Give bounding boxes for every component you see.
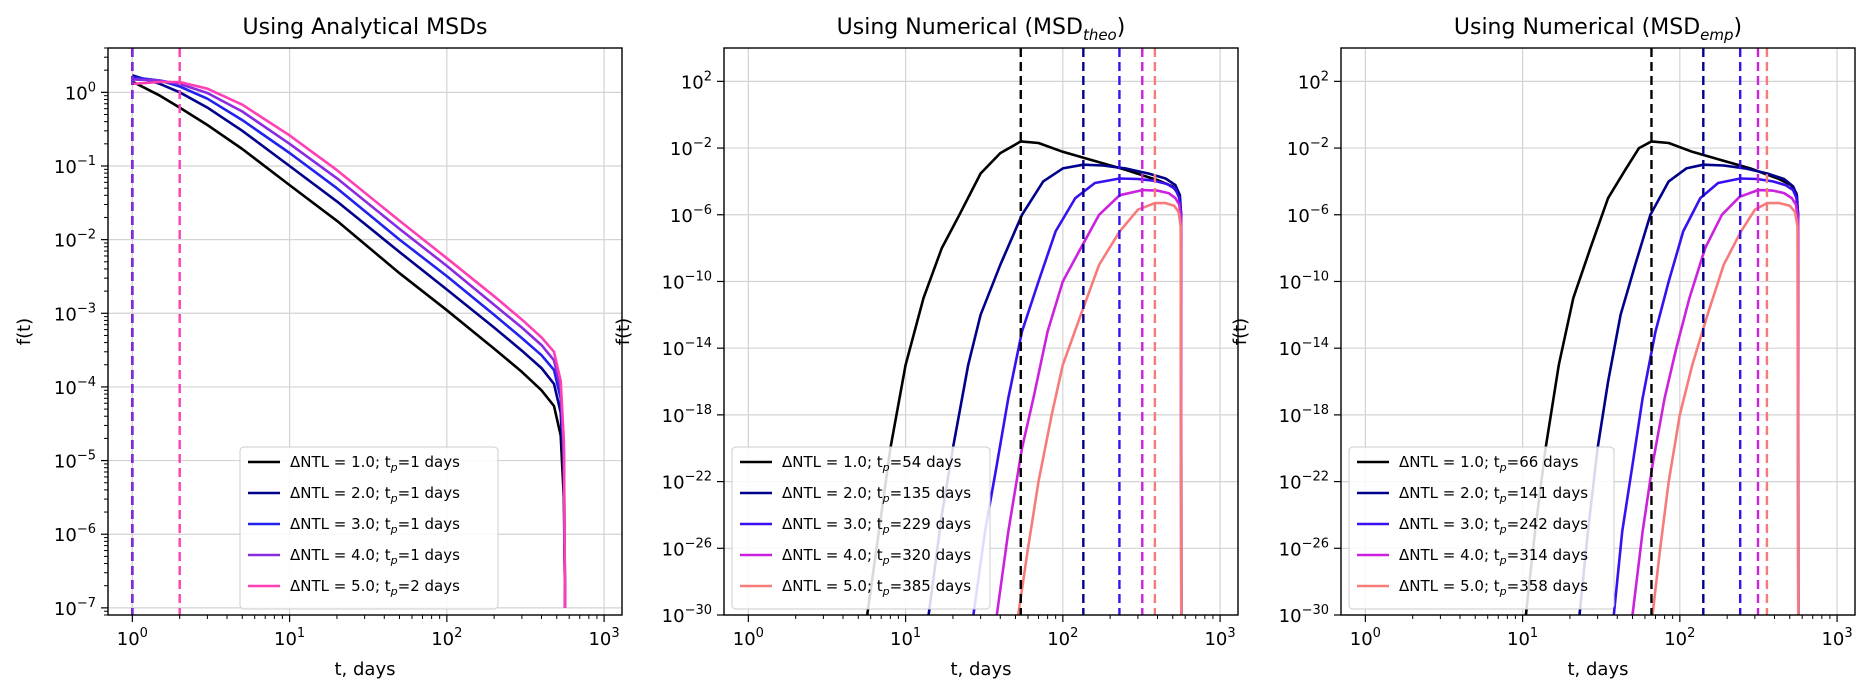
chart2-legend-entry-1: ΔNTL = 1.0; tp=66 days: [1399, 453, 1579, 474]
chart0-y-axis-label: f(t): [14, 318, 35, 345]
chart1-y-tick-label: 10−22: [662, 470, 712, 494]
chart-panel-numerical-emp: 100 101 102 103 10−30 10−26 10−22 10−18 10−14 10−…: [1230, 15, 1856, 680]
chart2-y-tick-label: 102: [1298, 69, 1329, 93]
chart0-x-axis-label: t, days: [335, 659, 396, 680]
chart1-y-tick-label: 10−2: [670, 136, 712, 160]
chart1-axes-frame: [723, 47, 1239, 616]
chart0-y-tick-label: 10−6: [54, 522, 96, 546]
chart2-y-tick-label: 10−22: [1279, 470, 1329, 494]
chart1-y-tick-label: 10−10: [662, 269, 712, 293]
chart1-legend-entry-2: ΔNTL = 2.0; tp=135 days: [782, 484, 971, 505]
chart1-x-axis-label: t, days: [951, 659, 1012, 680]
chart0-y-tick-label: 10−1: [54, 154, 96, 178]
chart2-series-line-3: [1612, 177, 1800, 615]
chart1-legend-entry-1: ΔNTL = 1.0; tp=54 days: [782, 453, 962, 474]
chart2-y-tick-label: 10−2: [1287, 136, 1329, 160]
chart1-y-tick-label: 10−30: [662, 603, 712, 627]
chart1-x-tick-label: 100: [733, 626, 764, 650]
chart0-x-tick-label: 100: [117, 626, 148, 650]
chart0-x-tick-label: 102: [431, 626, 462, 650]
chart2-x-tick-label: 103: [1821, 626, 1852, 650]
chart2-y-tick-label: 10−18: [1279, 403, 1329, 427]
chart2-y-tick-label: 10−26: [1279, 536, 1329, 560]
chart2-y-tick-label: 10−6: [1287, 203, 1329, 227]
chart1-y-tick-label: 10−18: [662, 403, 712, 427]
chart0-series-group: [131, 48, 567, 615]
chart2-y-tick-label: 10−10: [1279, 269, 1329, 293]
chart0-series-line-4: [132, 78, 567, 608]
chart1-legend-entry-4: ΔNTL = 4.0; tp=320 days: [782, 546, 971, 567]
chart-panel-analytical: 100 101 102 103 10−7 10−6 10−5 10−4 10−3 10−2 10−1…: [14, 15, 623, 680]
chart2-series-group: [1524, 48, 1800, 615]
chart0-y-tick-label: 10−5: [54, 449, 96, 473]
chart0-series-line-3: [132, 76, 567, 608]
chart-panel-numerical-theo: 100 101 102 103 10−30 10−26 10−22 10−18 10−14 10−…: [613, 15, 1239, 680]
chart1-legend-entry-3: ΔNTL = 3.0; tp=229 days: [782, 515, 971, 536]
chart0-axes-frame: [107, 47, 623, 616]
chart2-x-axis-label: t, days: [1568, 659, 1629, 680]
chart2-title: Using Numerical (MSDemp): [1454, 15, 1742, 44]
chart0-legend-entry-5: ΔNTL = 5.0; tp=2 days: [290, 577, 460, 598]
chart0-legend-box: [239, 446, 499, 610]
chart0-series-line-5: [132, 80, 567, 608]
chart2-x-tick-label: 100: [1350, 626, 1381, 650]
chart2-series-line-4: [1631, 188, 1800, 615]
chart2-legend-entry-5: ΔNTL = 5.0; tp=358 days: [1399, 577, 1588, 598]
chart1-legend-entry-5: ΔNTL = 5.0; tp=385 days: [782, 577, 971, 598]
chart0-title: Using Analytical MSDs: [243, 15, 488, 40]
chart1-series-line-3: [972, 177, 1183, 615]
chart1-title: Using Numerical (MSDtheo): [837, 15, 1126, 44]
chart1-y-axis-label: f(t): [613, 318, 634, 345]
chart0-y-tick-label: 10−2: [54, 228, 96, 252]
chart1-y-tick-label: 10−14: [662, 336, 712, 360]
chart1-series-line-4: [995, 188, 1183, 615]
chart0-y-tick-label: 10−4: [54, 375, 96, 399]
chart1-series-group: [865, 48, 1183, 615]
chart1-series-line-5: [1016, 201, 1183, 615]
chart0-y-tick-label: 10−3: [54, 301, 96, 325]
chart0-legend-entry-4: ΔNTL = 4.0; tp=1 days: [290, 546, 460, 567]
chart0-legend-entry-3: ΔNTL = 3.0; tp=1 days: [290, 515, 460, 536]
chart2-series-line-2: [1578, 163, 1800, 615]
chart2-y-tick-label: 10−14: [1279, 336, 1329, 360]
chart2-x-tick-label: 102: [1664, 626, 1695, 650]
chart0-legend-entry-1: ΔNTL = 1.0; tp=1 days: [290, 453, 460, 474]
chart2-legend-entry-2: ΔNTL = 2.0; tp=141 days: [1399, 484, 1588, 505]
chart1-x-tick-label: 101: [890, 626, 921, 650]
chart1-series-line-2: [927, 163, 1183, 615]
chart1-y-tick-label: 10−6: [670, 203, 712, 227]
chart1-x-tick-label: 102: [1047, 626, 1078, 650]
chart0-x-tick-label: 101: [274, 626, 305, 650]
chart1-y-tick-label: 102: [681, 69, 712, 93]
chart0-legend-entry-2: ΔNTL = 2.0; tp=1 days: [290, 484, 460, 505]
chart1-x-tick-label: 103: [1204, 626, 1235, 650]
chart2-axes-frame: [1340, 47, 1856, 616]
chart2-y-axis-label: f(t): [1230, 318, 1251, 345]
chart2-legend-box: [1348, 446, 1615, 610]
chart1-y-tick-label: 10−26: [662, 536, 712, 560]
chart0-series-line-1: [131, 80, 567, 608]
chart2-legend-entry-3: ΔNTL = 3.0; tp=242 days: [1399, 515, 1588, 536]
chart2-y-tick-label: 10−30: [1279, 603, 1329, 627]
chart2-x-tick-label: 101: [1507, 626, 1538, 650]
chart0-x-tick-label: 103: [588, 626, 619, 650]
chart0-series-line-2: [132, 74, 567, 608]
chart1-legend-box: [731, 446, 991, 610]
chart2-legend-entry-4: ΔNTL = 4.0; tp=314 days: [1399, 546, 1588, 567]
chart0-y-tick-label: 10−7: [54, 596, 96, 620]
chart0-y-tick-label: 100: [65, 80, 96, 104]
